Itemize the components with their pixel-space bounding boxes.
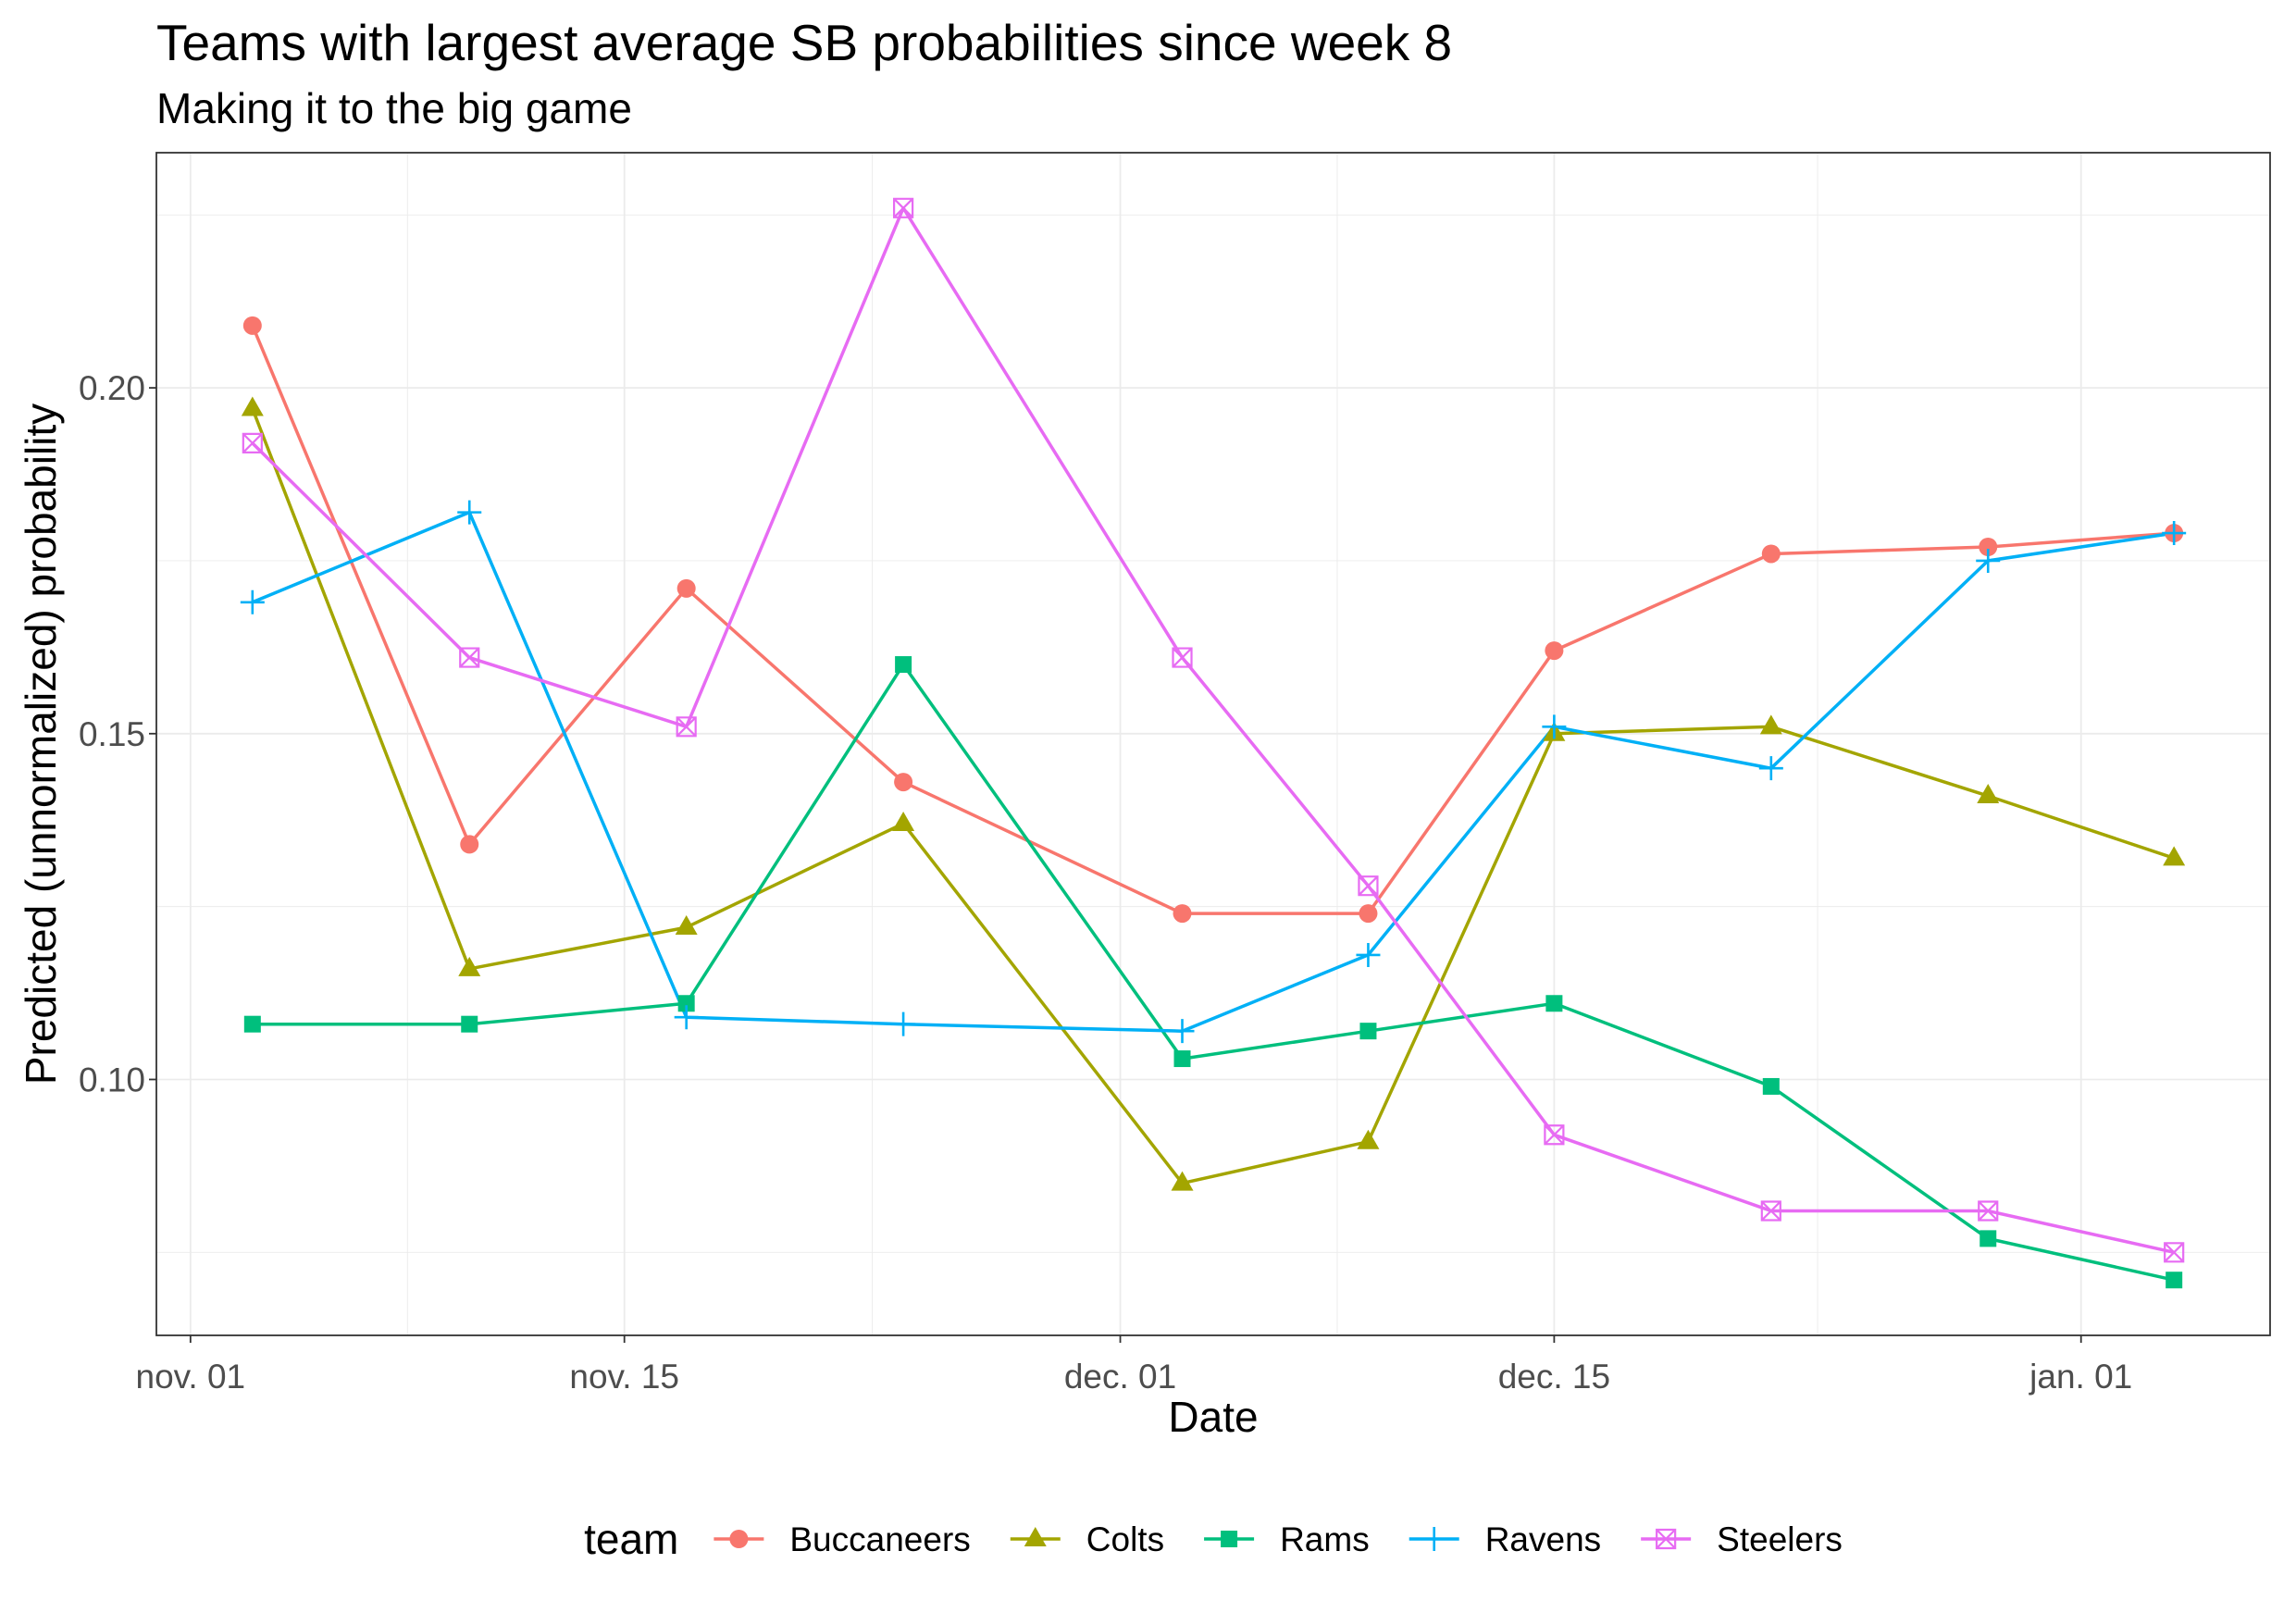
- legend-label: Colts: [1086, 1520, 1164, 1558]
- y-tick-label: 0.15: [79, 715, 145, 753]
- data-point-steelers: [459, 647, 480, 668]
- y-axis-title: Predicted (unnormalized) probability: [17, 403, 65, 1085]
- data-point-ravens: [1170, 1019, 1195, 1044]
- x-tick-label: nov. 15: [569, 1358, 679, 1396]
- data-point-rams: [243, 1015, 261, 1033]
- x-axis-title: Date: [1168, 1393, 1258, 1441]
- legend-label: Rams: [1280, 1520, 1370, 1558]
- series-points: [240, 197, 2187, 1289]
- data-point-rams: [461, 1015, 478, 1033]
- data-point-rams: [677, 995, 695, 1012]
- data-point-buccaneers: [1761, 544, 1781, 564]
- x-tick-label: dec. 15: [1498, 1358, 1610, 1396]
- series-line-buccaneers: [251, 325, 2175, 915]
- x-axis: nov. 01 nov. 15 dec. 01 dec. 15 jan. 01: [136, 1335, 2132, 1396]
- data-point-steelers: [1544, 1124, 1565, 1146]
- legend-label: Steelers: [1717, 1520, 1843, 1558]
- chart-subtitle: Making it to the big game: [156, 84, 632, 132]
- data-point-buccaneers: [1173, 904, 1192, 924]
- data-point-steelers: [2164, 1242, 2185, 1263]
- data-point-ravens: [1758, 756, 1783, 781]
- data-point-rams: [2166, 1272, 2183, 1289]
- series-line-steelers: [251, 206, 2175, 1255]
- data-point-rams: [1762, 1077, 1780, 1095]
- legend-item-ravens: Ravens: [1409, 1520, 1601, 1558]
- data-point-rams: [1980, 1230, 1997, 1247]
- plot-panel: [156, 153, 2270, 1335]
- data-point-colts: [1977, 784, 2000, 804]
- data-point-ravens: [1976, 548, 2001, 573]
- x-tick-label: dec. 01: [1064, 1358, 1176, 1396]
- legend-item-steelers: Steelers: [1641, 1520, 1843, 1558]
- y-tick-label: 0.20: [79, 369, 145, 407]
- data-point-steelers: [1978, 1200, 1999, 1222]
- data-point-steelers: [676, 716, 697, 738]
- panel-border: [155, 152, 2271, 1336]
- data-point-colts: [892, 811, 915, 831]
- legend-key-square-x-icon: [1656, 1528, 1677, 1550]
- data-point-buccaneers: [1359, 904, 1378, 924]
- data-point-buccaneers: [894, 773, 913, 792]
- data-point-steelers: [1358, 875, 1379, 897]
- data-point-ravens: [1356, 942, 1381, 967]
- legend-label: Ravens: [1485, 1520, 1601, 1558]
- data-point-colts: [1759, 714, 1782, 735]
- data-point-ravens: [891, 1011, 916, 1036]
- legend-key-square-icon: [1221, 1531, 1238, 1547]
- data-point-ravens: [1542, 714, 1567, 739]
- series-line-ravens: [252, 510, 2175, 1033]
- data-point-buccaneers: [676, 578, 696, 598]
- data-point-colts: [675, 915, 698, 936]
- x-tick-label: nov. 01: [136, 1358, 246, 1396]
- legend-title: team: [584, 1515, 678, 1563]
- grid-lines: [156, 153, 2270, 1335]
- data-point-rams: [1173, 1050, 1191, 1068]
- data-point-colts: [241, 396, 264, 416]
- data-point-ravens: [2162, 521, 2187, 546]
- chart-title: Teams with largest average SB probabilit…: [156, 14, 1452, 71]
- x-tick-label: jan. 01: [2029, 1358, 2132, 1396]
- data-point-ravens: [457, 500, 482, 525]
- data-point-buccaneers: [1545, 641, 1564, 661]
- data-point-steelers: [1760, 1200, 1781, 1222]
- data-point-colts: [1171, 1171, 1194, 1191]
- y-tick-label: 0.10: [79, 1061, 145, 1098]
- legend-key-plus-icon: [1421, 1527, 1446, 1551]
- data-point-rams: [895, 656, 912, 674]
- series-line-rams: [252, 663, 2175, 1282]
- data-point-ravens: [240, 589, 265, 614]
- data-point-buccaneers: [1979, 538, 1998, 556]
- legend-key-triangle-icon: [1024, 1527, 1047, 1546]
- data-point-rams: [1359, 1023, 1377, 1040]
- legend-key-circle-icon: [729, 1530, 749, 1548]
- data-point-steelers: [893, 197, 914, 218]
- legend-label: Buccaneers: [789, 1520, 970, 1558]
- data-point-colts: [2163, 846, 2186, 866]
- legend-item-buccaneers: Buccaneers: [714, 1520, 971, 1558]
- data-point-steelers: [242, 432, 263, 453]
- data-point-colts: [458, 956, 481, 976]
- data-point-buccaneers: [460, 835, 479, 854]
- series-lines: [251, 206, 2175, 1282]
- legend: team Buccaneers Colts Rams Ravens Steelers: [584, 1515, 1843, 1563]
- data-point-ravens: [674, 1005, 699, 1030]
- data-point-steelers: [1172, 647, 1193, 668]
- legend-item-rams: Rams: [1204, 1520, 1370, 1558]
- data-point-colts: [1357, 1129, 1380, 1149]
- series-line-colts: [251, 407, 2175, 1185]
- data-point-buccaneers: [242, 316, 262, 335]
- y-axis: 0.10 0.15 0.20: [79, 369, 156, 1098]
- legend-item-colts: Colts: [1010, 1520, 1164, 1558]
- data-point-rams: [1545, 995, 1563, 1012]
